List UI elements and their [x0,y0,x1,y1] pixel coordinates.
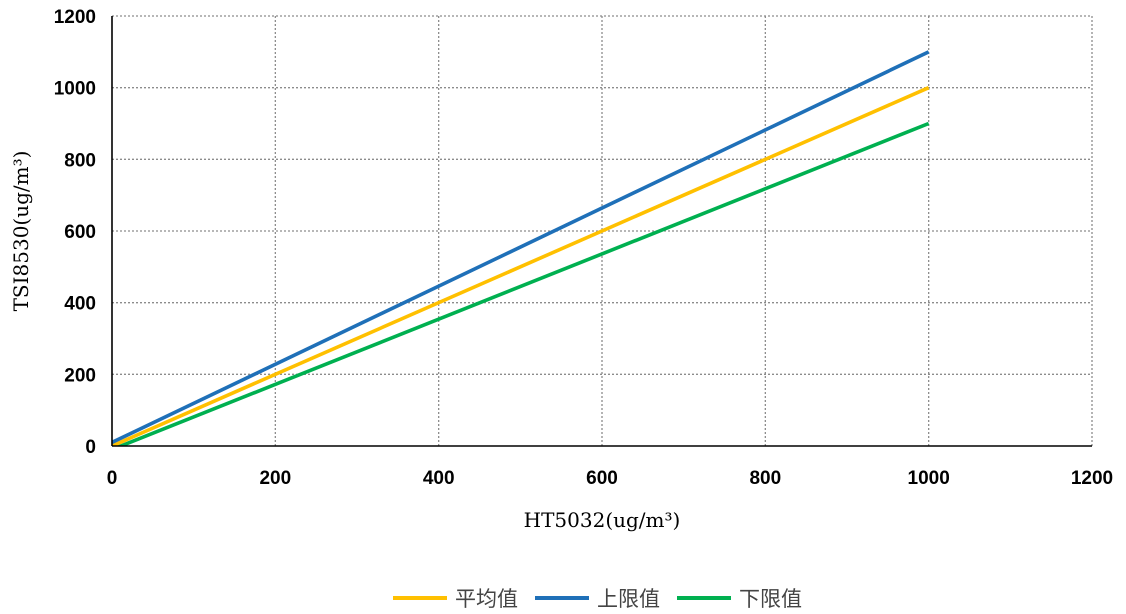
x-tick-label: 1200 [1071,468,1113,489]
legend-item: 下限值 [677,587,802,611]
series-line-2 [112,50,930,445]
series-lines [112,50,930,446]
x-tick-label: 1000 [908,468,950,489]
y-tick-label: 800 [64,150,96,171]
legend-item: 平均值 [393,587,518,611]
legend-label: 平均值 [455,587,518,611]
y-tick-label: 1200 [54,7,96,28]
x-tick-label: 800 [749,468,781,489]
series-line-1 [112,86,930,446]
legend: 平均值 上限值 下限值 [393,587,802,611]
legend-item: 上限值 [535,587,660,611]
y-tick-label: 0 [85,437,96,458]
y-tick-label: 600 [64,222,96,243]
legend-label: 下限值 [739,587,802,611]
y-tick-label: 1000 [54,79,96,100]
tick-labels: 0 200 400 600 800 1000 1200 0 200 400 600 800 1000 12… [54,7,1113,489]
x-tick-label: 400 [423,468,455,489]
legend-label: 上限值 [597,587,660,611]
y-axis-title: TSI8530(ug/m³) [9,151,33,312]
series-line-3 [116,121,930,446]
x-tick-label: 0 [107,468,118,489]
axes [111,16,1092,447]
y-tick-label: 200 [64,365,96,386]
y-tick-label: 400 [64,294,96,315]
x-tick-label: 600 [586,468,618,489]
x-tick-label: 200 [259,468,291,489]
x-axis-title: HT5032(ug/m³) [524,508,681,532]
